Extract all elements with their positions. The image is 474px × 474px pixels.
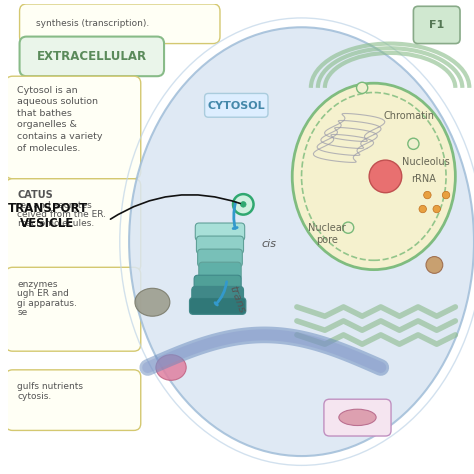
Text: CATUS: CATUS [17, 191, 53, 201]
Text: organelles &: organelles & [17, 120, 77, 129]
Circle shape [240, 201, 246, 207]
Text: synthesis (transcription).: synthesis (transcription). [36, 19, 149, 28]
Ellipse shape [129, 27, 474, 456]
FancyBboxPatch shape [205, 93, 268, 117]
FancyBboxPatch shape [6, 179, 141, 272]
Ellipse shape [292, 83, 456, 270]
Text: contains a variety: contains a variety [17, 132, 103, 141]
Circle shape [442, 191, 450, 199]
Circle shape [433, 205, 440, 213]
Circle shape [408, 138, 419, 149]
FancyBboxPatch shape [6, 370, 141, 430]
FancyBboxPatch shape [6, 76, 141, 179]
Text: ceived from the ER.: ceived from the ER. [17, 210, 106, 219]
Text: se: se [17, 308, 27, 317]
FancyBboxPatch shape [192, 286, 244, 303]
Text: enzymes: enzymes [17, 280, 58, 289]
Text: that bathes: that bathes [17, 109, 72, 118]
Text: Nucleolus: Nucleolus [402, 157, 449, 167]
Circle shape [424, 191, 431, 199]
Circle shape [343, 222, 354, 233]
Text: gi apparatus.: gi apparatus. [17, 299, 77, 308]
Text: TRANSPORT
VESICLE: TRANSPORT VESICLE [8, 202, 88, 230]
FancyBboxPatch shape [196, 236, 244, 254]
Text: of molecules.: of molecules. [17, 144, 81, 153]
Text: F1: F1 [429, 20, 444, 30]
Text: res and secretes: res and secretes [17, 201, 92, 210]
Circle shape [426, 256, 443, 273]
FancyBboxPatch shape [19, 4, 220, 44]
FancyBboxPatch shape [324, 399, 391, 436]
FancyBboxPatch shape [413, 6, 460, 44]
FancyBboxPatch shape [198, 249, 242, 267]
Text: macromolecules.: macromolecules. [17, 219, 94, 228]
FancyBboxPatch shape [194, 275, 241, 292]
Ellipse shape [135, 288, 170, 316]
Ellipse shape [156, 355, 186, 380]
Circle shape [369, 160, 402, 193]
FancyBboxPatch shape [195, 223, 245, 241]
Text: ugh ER and: ugh ER and [17, 289, 69, 298]
Text: cytosis.: cytosis. [17, 392, 52, 401]
FancyBboxPatch shape [6, 267, 141, 351]
Text: trans: trans [227, 285, 246, 315]
Text: Cytosol is an: Cytosol is an [17, 85, 78, 94]
Text: CYTOSOL: CYTOSOL [208, 100, 265, 110]
Circle shape [233, 194, 254, 215]
FancyBboxPatch shape [19, 36, 164, 76]
Text: Nuclear
pore: Nuclear pore [308, 223, 346, 245]
Text: aqueous solution: aqueous solution [17, 97, 98, 106]
Circle shape [356, 82, 368, 93]
FancyBboxPatch shape [199, 262, 241, 280]
Text: cis: cis [262, 239, 277, 249]
Text: EXTRACELLULAR: EXTRACELLULAR [37, 50, 147, 63]
FancyBboxPatch shape [190, 298, 246, 314]
Text: Chromatin: Chromatin [383, 111, 434, 121]
Text: gulfs nutrients: gulfs nutrients [17, 383, 83, 392]
Circle shape [419, 205, 427, 213]
Ellipse shape [339, 409, 376, 426]
Text: rRNA: rRNA [411, 174, 436, 184]
